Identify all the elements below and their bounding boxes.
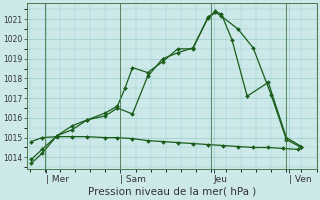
X-axis label: Pression niveau de la mer( hPa ): Pression niveau de la mer( hPa ) <box>88 187 256 197</box>
